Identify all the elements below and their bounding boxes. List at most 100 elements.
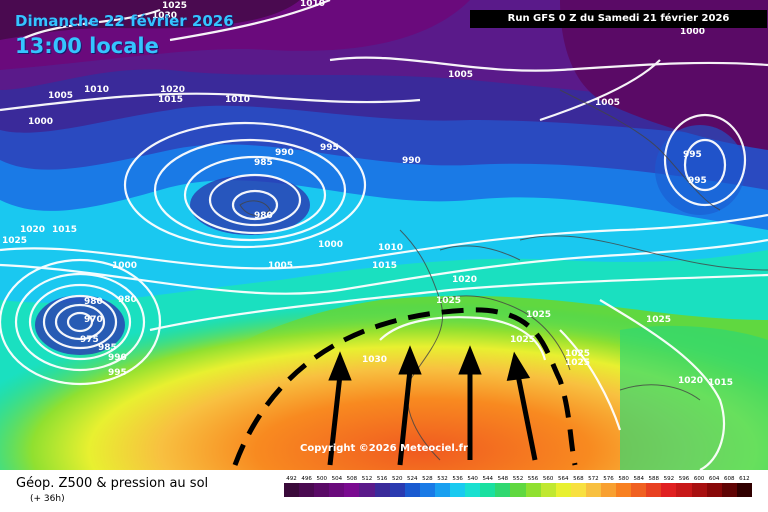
run-info: Run GFS 0 Z du Samedi 21 février 2026 (470, 10, 767, 28)
isobar-label: 990 (108, 353, 127, 363)
isobar-label: 1020 (678, 376, 703, 386)
scale-swatch (284, 483, 300, 497)
scale-label: 560 (542, 476, 554, 482)
scale-labels: 492 496 500 504 508 512 516 520 524 528 532 536 540 5… (284, 476, 752, 482)
scale-label: 512 (361, 476, 373, 482)
scale-swatch (374, 483, 390, 497)
isobar-label: 1025 (162, 1, 187, 11)
scale-swatch (450, 483, 466, 497)
scale-swatch (570, 483, 586, 497)
scale-label: 544 (482, 476, 494, 482)
scale-swatch (359, 483, 375, 497)
isobar-label: 1010 (378, 243, 403, 253)
scale-label: 596 (678, 476, 690, 482)
scale-label: 612 (739, 476, 750, 482)
scale-swatch (419, 483, 435, 497)
scale-label: 600 (693, 476, 705, 482)
isobar-label: 990 (402, 156, 421, 166)
isobar-label: 1005 (268, 261, 293, 271)
isobar-label: 1015 (158, 95, 183, 105)
scale-label: 532 (437, 476, 448, 482)
scale-swatch (585, 483, 601, 497)
isobar-label: 1000 (318, 240, 343, 250)
isobar-label: 1025 (565, 358, 590, 368)
scale-label: 516 (376, 476, 388, 482)
scale-label: 580 (618, 476, 629, 482)
scale-label: 520 (391, 476, 403, 482)
scale-swatch (480, 483, 496, 497)
scale-swatch (616, 483, 632, 497)
scale-label: 496 (301, 476, 312, 482)
scale-label: 604 (708, 476, 720, 482)
isobar-label: 980 (84, 297, 103, 307)
scale-swatch (555, 483, 571, 497)
isobar-label: 1005 (595, 98, 620, 108)
scale-swatch (495, 483, 511, 497)
scale-label: 492 (286, 476, 297, 482)
legend-footer: Géop. Z500 & pression au sol (+ 36h) 492… (0, 470, 768, 512)
scale-label: 552 (512, 476, 524, 482)
isobar-label: 1025 (2, 236, 27, 246)
scale-label: 500 (316, 476, 327, 482)
scale-swatch (314, 483, 330, 497)
isobar-label: 1015 (372, 261, 397, 271)
isobar-label: 1025 (510, 335, 535, 345)
scale-swatch (434, 483, 451, 497)
scale-swatch (299, 483, 315, 497)
isobar-label: 1025 (565, 349, 590, 359)
isobar-label: 995 (688, 176, 707, 186)
isobar-label: 1030 (152, 11, 177, 21)
scale-label: 584 (633, 476, 644, 482)
scale-label: 524 (407, 476, 418, 482)
isobar-label: 1020 (20, 225, 45, 235)
scale-swatch (404, 483, 420, 497)
forecast-local-time: 13:00 locale (15, 34, 159, 58)
map-parameter-title: Géop. Z500 & pression au sol (16, 476, 209, 491)
scale-swatch (344, 483, 360, 497)
isobar-label: 975 (80, 335, 99, 345)
isobar-label: 985 (254, 158, 273, 168)
scale-swatch (661, 483, 677, 497)
scale-swatch (676, 483, 692, 497)
scale-label: 548 (497, 476, 509, 482)
copyright-credit: Copyright ©2026 Meteociel.fr (300, 443, 468, 454)
scale-label: 540 (467, 476, 478, 482)
scale-bar (284, 483, 752, 497)
isobar-label: 995 (108, 368, 127, 378)
scale-swatch (600, 483, 617, 497)
scale-label: 592 (663, 476, 675, 482)
scale-swatch (540, 483, 556, 497)
scale-swatch (465, 483, 481, 497)
isobar-label: 1010 (300, 0, 325, 9)
weather-map: 1010 1005 1000 1025 1030 1020 1015 1010 … (0, 0, 768, 470)
isobar-label: 1005 (48, 91, 73, 101)
isobar-label: 990 (275, 148, 294, 158)
isobar-label: 995 (320, 143, 339, 153)
forecast-date: Dimanche 22 février 2026 (15, 12, 234, 30)
scale-label: 504 (331, 476, 343, 482)
scale-label: 588 (648, 476, 660, 482)
scale-swatch (525, 483, 541, 497)
isobar-label: 1010 (84, 85, 109, 95)
scale-swatch (721, 483, 737, 497)
isobar-label: 1000 (680, 27, 705, 37)
isobar-label: 1020 (452, 275, 477, 285)
isobar-label: 1000 (112, 261, 137, 271)
scale-label: 508 (346, 476, 358, 482)
scale-label: 536 (452, 476, 463, 482)
isobar-label: 985 (98, 343, 117, 353)
forecast-offset: (+ 36h) (30, 494, 65, 504)
isobar-label: 980 (254, 211, 273, 221)
isobar-label: 1020 (160, 85, 185, 95)
scale-swatch (389, 483, 405, 497)
scale-swatch (691, 483, 707, 497)
isobar-label: 1025 (436, 296, 461, 306)
isobar-label: 970 (84, 315, 103, 325)
scale-label: 576 (603, 476, 614, 482)
scale-label: 572 (588, 476, 599, 482)
scale-label: 556 (527, 476, 539, 482)
color-scale: 492 496 500 504 508 512 516 520 524 528 532 536 540 5… (284, 476, 752, 497)
isobar-label: 980 (118, 295, 137, 305)
isobar-label: 1015 (52, 225, 77, 235)
isobar-label: 1025 (526, 310, 551, 320)
